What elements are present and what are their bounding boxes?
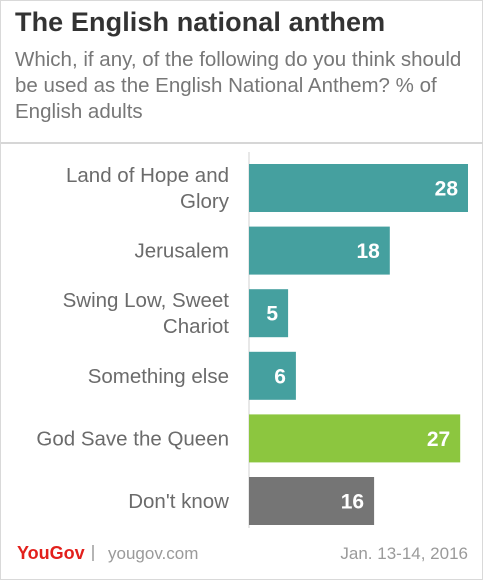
- site-url: yougov.com: [108, 544, 199, 563]
- chart-title: The English national anthem: [15, 7, 386, 37]
- brand-name: YouGov: [17, 543, 85, 563]
- survey-date: Jan. 13-14, 2016: [340, 544, 468, 563]
- yougov-logo: YouGov: [17, 543, 101, 564]
- logo-divider: [91, 545, 94, 561]
- bar-something-else: [249, 351, 296, 400]
- bar-value-label: 27: [427, 428, 450, 451]
- bar-don-t-know: [249, 477, 375, 525]
- category-label: Jerusalem: [134, 240, 229, 263]
- bar-land-of-hope-and-glory: [249, 164, 468, 212]
- chart-subtitle: Which, if any, of the following do you t…: [15, 48, 462, 123]
- category-label: God Save the Queen: [36, 427, 229, 450]
- category-label: Something else: [88, 365, 229, 388]
- bar-swing-low-sweet-chariot: [249, 289, 289, 338]
- bar-value-label: 5: [266, 303, 278, 326]
- category-label: Land of Hope and Glory: [66, 164, 230, 213]
- bar-god-save-the-queen: [249, 414, 461, 463]
- bar-value-label: 18: [356, 240, 380, 263]
- bar-value-label: 16: [341, 491, 364, 514]
- header-divider: [1, 142, 483, 144]
- bar-jerusalem: [249, 226, 390, 275]
- bar-chart: 28 Land of Hope and Glory 18 Jerusalem 5 Swing…: [36, 152, 468, 528]
- bar-value-label: 28: [435, 178, 459, 201]
- category-label: Swing Low, Sweet Chariot: [63, 289, 230, 338]
- bar-value-label: 6: [274, 365, 286, 388]
- category-label: Don't know: [128, 490, 229, 513]
